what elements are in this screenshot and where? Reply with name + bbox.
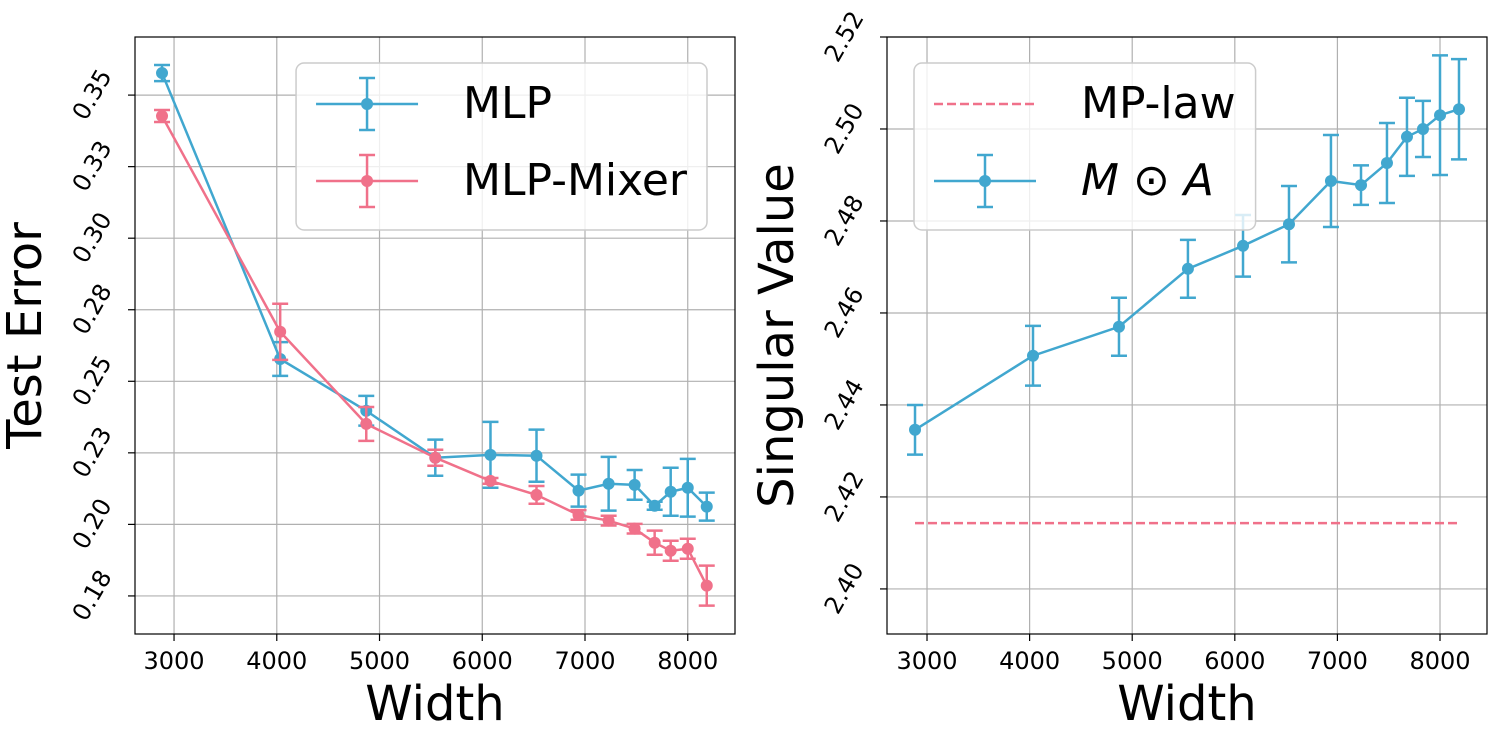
marker xyxy=(700,500,713,513)
y-tick-label: 2.44 xyxy=(819,374,870,434)
x-tick-label: 3000 xyxy=(144,647,205,675)
marker xyxy=(1355,179,1368,192)
marker xyxy=(1026,349,1039,362)
legend-label: M ⊙ A xyxy=(1081,155,1214,206)
x-axis-label: Width xyxy=(1117,676,1256,732)
legend-marker xyxy=(361,175,374,187)
legend-marker xyxy=(361,98,374,110)
legend: MLP MLP-Mixer xyxy=(295,62,708,231)
y-tick-label: 0.25 xyxy=(67,351,118,411)
x-tick-label: 3000 xyxy=(896,647,957,675)
marker xyxy=(700,579,713,592)
marker xyxy=(628,478,641,491)
marker xyxy=(664,485,677,498)
marker xyxy=(681,542,694,555)
marker xyxy=(429,451,442,464)
marker xyxy=(1416,122,1429,135)
marker xyxy=(664,544,677,557)
y-tick-label: 0.18 xyxy=(67,565,118,625)
y-axis-label: Test Error xyxy=(0,222,53,450)
marker xyxy=(1324,174,1337,187)
x-tick-label: 4000 xyxy=(999,647,1060,675)
marker xyxy=(530,488,543,501)
y-tick-label: 2.52 xyxy=(819,6,870,66)
marker xyxy=(274,325,287,338)
legend-label: MP-law xyxy=(1081,78,1236,129)
y-tick-label: 2.50 xyxy=(819,98,870,158)
marker xyxy=(530,449,543,462)
y-tick-label: 2.42 xyxy=(819,466,870,526)
y-tick-label: 0.23 xyxy=(67,422,118,482)
legend-label: MLP-Mixer xyxy=(463,155,688,206)
marker xyxy=(1452,103,1465,116)
y-tick-label: 0.30 xyxy=(67,208,118,268)
y-tick-label: 0.28 xyxy=(67,279,118,339)
marker xyxy=(909,423,922,436)
marker xyxy=(1400,130,1413,143)
x-tick-label: 5000 xyxy=(349,647,410,675)
x-tick-label: 7000 xyxy=(554,647,615,675)
legend-label: MLP xyxy=(463,78,552,129)
marker xyxy=(602,514,615,527)
plot-frame xyxy=(886,36,1488,635)
x-tick-label: 8000 xyxy=(657,647,718,675)
marker xyxy=(156,109,169,122)
x-tick-label: 7000 xyxy=(1307,647,1368,675)
x-tick-label: 6000 xyxy=(1204,647,1265,675)
legend-marker xyxy=(979,175,991,187)
y-tick-label: 0.20 xyxy=(67,494,118,554)
marker xyxy=(484,448,497,461)
marker xyxy=(1434,109,1447,122)
subplot: 0.18 0.20 0.23 0.25 0.28 0.30 0.33 0.35 3000 4000… xyxy=(0,36,736,732)
marker xyxy=(156,67,169,80)
marker xyxy=(1237,239,1250,252)
y-tick-label: 2.40 xyxy=(819,558,870,618)
x-tick-label: 4000 xyxy=(246,647,307,675)
marker xyxy=(602,477,615,490)
x-tick-label: 6000 xyxy=(452,647,513,675)
marker xyxy=(484,474,497,487)
marker xyxy=(1112,320,1125,333)
marker xyxy=(572,508,585,521)
y-tick-label: 2.46 xyxy=(819,282,870,342)
marker xyxy=(360,417,373,430)
y-tick-label: 2.48 xyxy=(819,190,870,250)
marker xyxy=(1181,262,1194,275)
marker xyxy=(572,484,585,497)
marker xyxy=(648,499,661,512)
y-axis-label: Singular Value xyxy=(749,163,805,508)
y-tick-label: 0.35 xyxy=(67,64,118,124)
marker xyxy=(1282,218,1295,231)
plot-frame xyxy=(134,36,736,635)
marker xyxy=(1380,157,1393,170)
y-tick-label: 0.33 xyxy=(67,136,118,196)
x-tick-label: 8000 xyxy=(1409,647,1470,675)
marker xyxy=(681,481,694,494)
legend: MP-law M ⊙ A xyxy=(913,62,1257,231)
x-axis-label: Width xyxy=(365,676,504,732)
marker xyxy=(628,522,641,535)
marker xyxy=(648,536,661,549)
subplot: 2.40 2.42 2.44 2.46 2.48 2.50 2.52 3000 4000 5000… xyxy=(749,6,1488,732)
x-tick-label: 5000 xyxy=(1102,647,1163,675)
